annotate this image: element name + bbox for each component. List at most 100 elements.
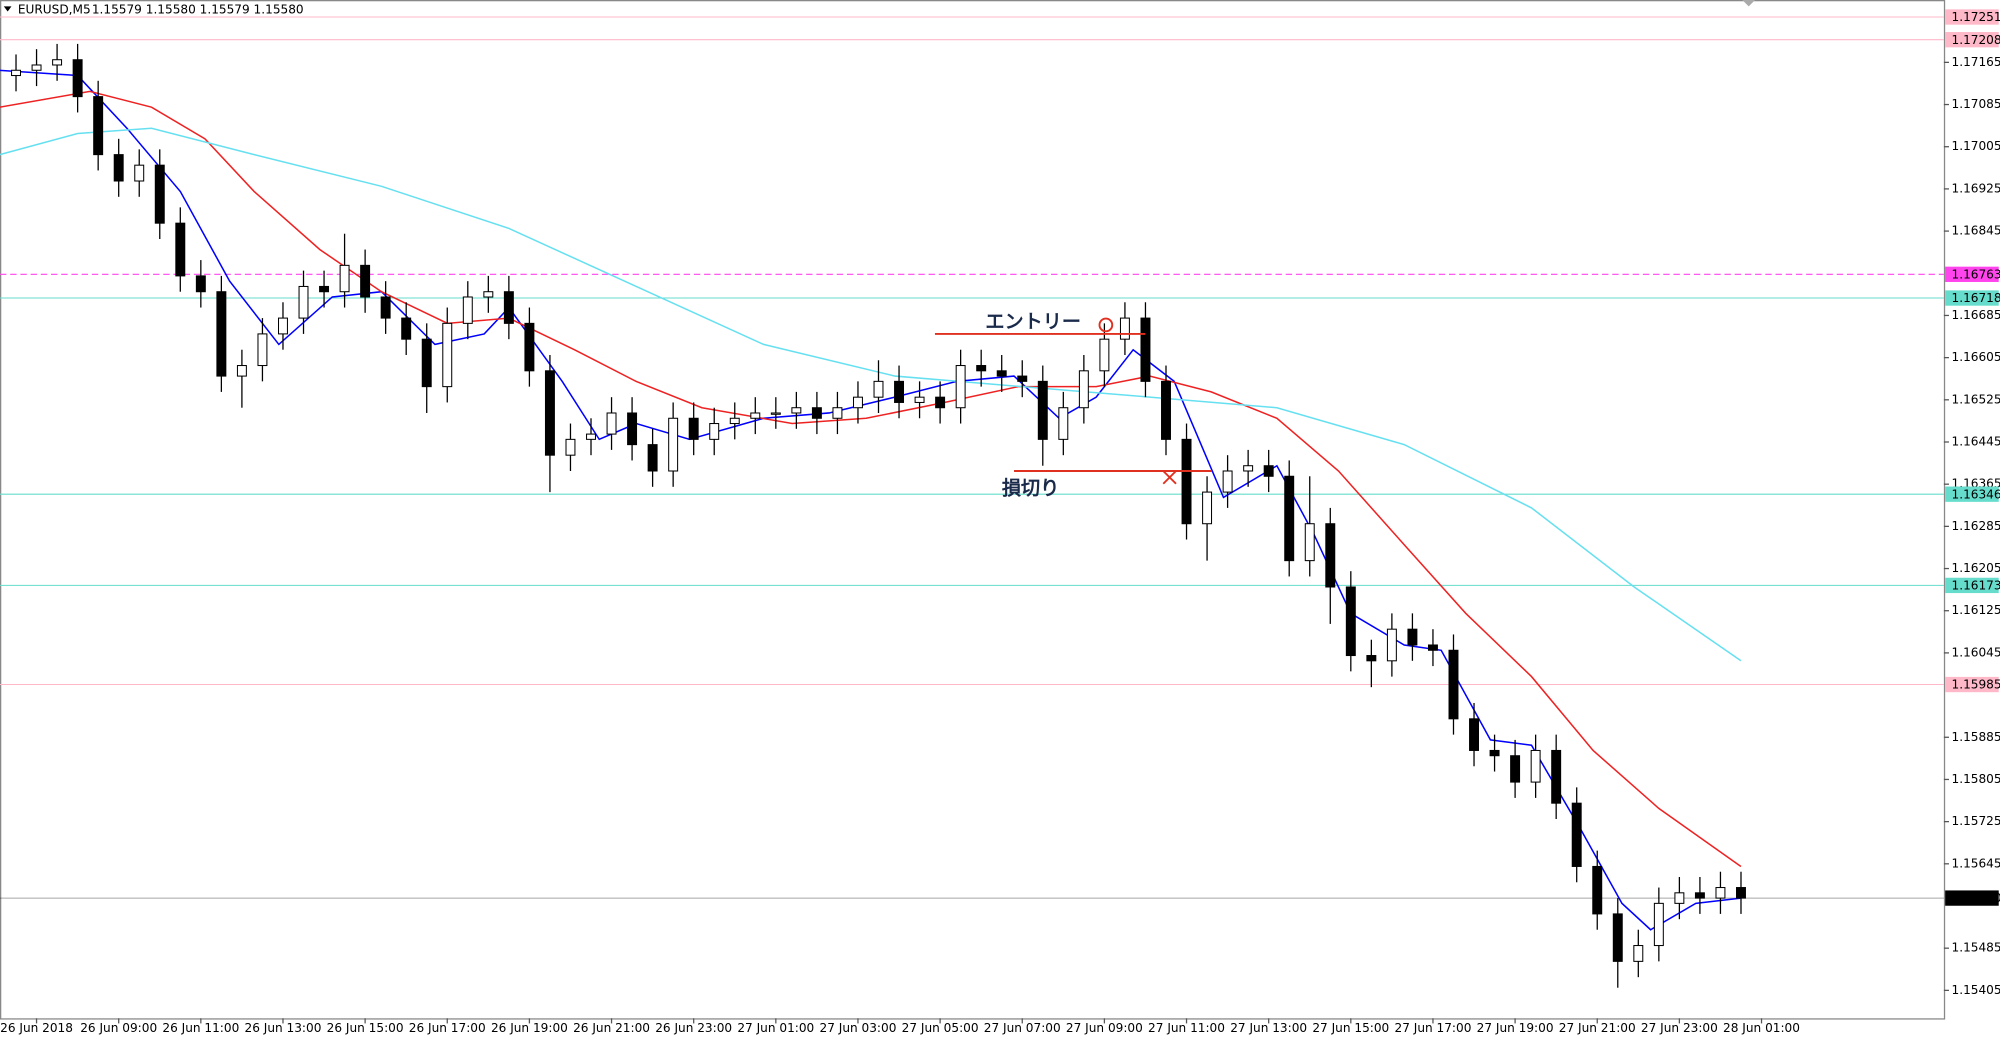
candle-body bbox=[278, 317, 288, 335]
candle-body bbox=[1510, 755, 1521, 783]
y-tick-label: 1.15805 bbox=[1952, 772, 2000, 786]
menu-arrow[interactable] bbox=[3, 6, 12, 12]
x-tick-label: 27 Jun 11:00 bbox=[1148, 1021, 1225, 1035]
candle-body bbox=[298, 285, 309, 319]
candle-body bbox=[257, 333, 268, 367]
candle-body bbox=[1469, 718, 1480, 751]
x-tick-label: 26 Jun 15:00 bbox=[327, 1021, 404, 1035]
x-tick-label: 27 Jun 05:00 bbox=[902, 1021, 979, 1035]
y-tick-label: 1.17085 bbox=[1952, 97, 2000, 111]
candle-body bbox=[236, 365, 247, 377]
candle-body bbox=[1530, 749, 1541, 783]
x-tick-label: 27 Jun 15:00 bbox=[1312, 1021, 1389, 1035]
x-tick-label: 27 Jun 19:00 bbox=[1477, 1021, 1554, 1035]
moving-average bbox=[0, 127, 1742, 662]
candle-body bbox=[503, 291, 514, 324]
candle-body bbox=[1037, 380, 1048, 440]
y-tick-label: 1.15885 bbox=[1952, 730, 2000, 744]
symbol: EURUSD,M5 bbox=[18, 3, 91, 17]
candle-body bbox=[319, 285, 330, 293]
candle-body bbox=[1715, 887, 1726, 899]
annotation-label: 損切り bbox=[1002, 476, 1059, 499]
candle-body bbox=[1345, 586, 1356, 657]
x-tick-label: 27 Jun 17:00 bbox=[1394, 1021, 1471, 1035]
candle-body bbox=[1058, 407, 1069, 440]
moving-average bbox=[0, 90, 1742, 868]
y-tick-label: 1.16285 bbox=[1952, 519, 2000, 533]
candle-body bbox=[832, 407, 843, 419]
candle-body bbox=[360, 264, 371, 298]
candle-body bbox=[401, 317, 412, 340]
candle-body bbox=[688, 417, 699, 440]
y-tick-label: 1.16685 bbox=[1952, 308, 2000, 322]
x-tick-label: 28 Jun 01:00 bbox=[1723, 1021, 1800, 1035]
candle-body bbox=[1653, 902, 1664, 947]
candle-body bbox=[31, 64, 42, 71]
candle-body bbox=[421, 338, 432, 388]
price-tag-label: 1.16346 bbox=[1952, 487, 2000, 501]
candle-body bbox=[1119, 317, 1130, 340]
candle-body bbox=[770, 412, 781, 415]
candle-body bbox=[1592, 865, 1603, 915]
candle-body bbox=[1140, 317, 1151, 382]
candle-body bbox=[1427, 644, 1438, 651]
candle-body bbox=[1263, 465, 1274, 477]
price-tag-label: 1.15580 bbox=[1952, 891, 2000, 905]
x-tick-label: 27 Jun 07:00 bbox=[984, 1021, 1061, 1035]
y-tick-label: 1.16205 bbox=[1952, 561, 2000, 575]
x-tick-label: 27 Jun 01:00 bbox=[737, 1021, 814, 1035]
price-tag bbox=[1945, 486, 1999, 502]
candle-body bbox=[1633, 945, 1644, 962]
x-tick-label: 26 Jun 11:00 bbox=[162, 1021, 239, 1035]
x-tick-label: 26 Jun 19:00 bbox=[491, 1021, 568, 1035]
candle-body bbox=[606, 412, 617, 435]
price-tag bbox=[1945, 577, 1999, 594]
candle-body bbox=[52, 59, 63, 66]
x-tick-label: 26 Jun 13:00 bbox=[245, 1021, 322, 1035]
candle-body bbox=[339, 264, 350, 293]
candle-body bbox=[1694, 892, 1705, 899]
y-tick-label: 1.15405 bbox=[1952, 983, 2000, 997]
candle-body bbox=[565, 438, 576, 456]
candle-body bbox=[1448, 649, 1459, 720]
price-tag-label: 1.15985 bbox=[1952, 678, 2000, 692]
candle-body bbox=[586, 433, 596, 440]
moving-average bbox=[0, 69, 1742, 931]
candle-body bbox=[1551, 749, 1562, 804]
candle-body bbox=[1181, 438, 1192, 525]
candle-body bbox=[1161, 380, 1171, 440]
y-tick-label: 1.16525 bbox=[1952, 392, 2000, 406]
candle-body bbox=[1325, 523, 1336, 588]
candle-body bbox=[1489, 749, 1500, 757]
y-tick-label: 1.16045 bbox=[1952, 645, 2000, 659]
candle-body bbox=[1304, 523, 1315, 562]
candle-body bbox=[113, 154, 124, 182]
y-tick-label: 1.17165 bbox=[1952, 55, 2000, 69]
price-tag-label: 1.17251 bbox=[1952, 10, 2000, 24]
candle-body bbox=[1243, 465, 1254, 472]
candle-body bbox=[996, 370, 1007, 377]
x-tick-label: 26 Jun 17:00 bbox=[409, 1021, 486, 1035]
candle-body bbox=[175, 222, 186, 277]
y-tick-label: 1.17005 bbox=[1952, 139, 2000, 153]
candle-body bbox=[811, 407, 822, 419]
x-tick-label: 26 Jun 2018 bbox=[0, 1021, 73, 1035]
candle-body bbox=[1612, 913, 1623, 962]
y-tick-label: 1.16125 bbox=[1952, 603, 2000, 617]
entry-marker bbox=[1098, 317, 1114, 333]
candle-body bbox=[11, 69, 21, 77]
candle-body bbox=[1366, 655, 1377, 662]
candle-body bbox=[216, 291, 227, 377]
x-tick-label: 27 Jun 21:00 bbox=[1559, 1021, 1636, 1035]
x-tick-label: 27 Jun 09:00 bbox=[1066, 1021, 1143, 1035]
candle-body bbox=[709, 423, 720, 440]
candle-body bbox=[935, 396, 946, 409]
candle-body bbox=[544, 370, 555, 456]
price-tag-label: 1.16173 bbox=[1952, 579, 2000, 593]
candle-body bbox=[1674, 892, 1685, 904]
candle-body bbox=[750, 412, 761, 419]
candle-body bbox=[852, 396, 863, 409]
candle-body bbox=[976, 365, 987, 372]
candle-body bbox=[791, 407, 802, 414]
